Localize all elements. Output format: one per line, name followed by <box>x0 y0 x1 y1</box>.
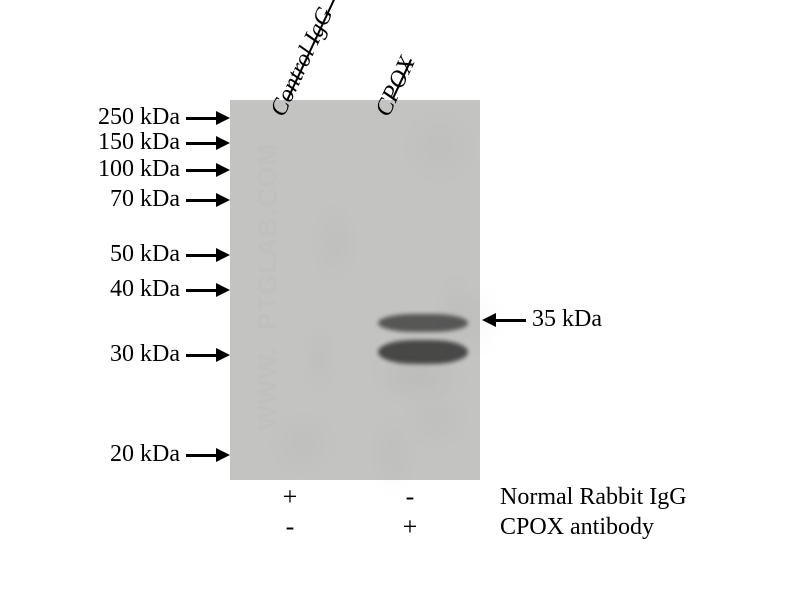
target-label: 35 kDa <box>532 306 602 333</box>
watermark-text: .COM <box>252 143 283 215</box>
antibody-table-cell: + <box>395 512 425 542</box>
target-arrow-stem <box>496 319 526 322</box>
membrane-noise <box>398 385 473 452</box>
marker-label: 150 kDa <box>98 129 180 156</box>
marker-arrow-stem <box>186 199 216 202</box>
antibody-table-cell: - <box>275 512 305 542</box>
marker-label: 100 kDa <box>98 156 180 183</box>
blot-band <box>378 314 468 332</box>
antibody-table-label: Normal Rabbit IgG <box>500 484 687 511</box>
marker-arrow-head <box>216 163 230 177</box>
marker-arrow-head <box>216 248 230 262</box>
membrane-noise <box>299 320 341 398</box>
marker-arrow-stem <box>186 142 216 145</box>
marker-label: 50 kDa <box>110 241 180 268</box>
target-arrow-head <box>482 313 496 327</box>
marker-arrow-head <box>216 348 230 362</box>
marker-arrow-head <box>216 448 230 462</box>
membrane-noise <box>308 198 360 288</box>
marker-arrow-head <box>216 283 230 297</box>
marker-arrow-stem <box>186 117 216 120</box>
antibody-table-cell: - <box>395 482 425 512</box>
marker-label: 250 kDa <box>98 104 180 131</box>
marker-arrow-head <box>216 111 230 125</box>
marker-arrow-head <box>216 136 230 150</box>
watermark-text: WWW. <box>252 347 283 430</box>
marker-label: 70 kDa <box>110 186 180 213</box>
antibody-table-cell: + <box>275 482 305 512</box>
membrane-noise <box>397 105 482 189</box>
marker-arrow-stem <box>186 289 216 292</box>
marker-arrow-stem <box>186 454 216 457</box>
marker-arrow-stem <box>186 354 216 357</box>
antibody-table-label: CPOX antibody <box>500 514 654 541</box>
blot-band <box>378 340 468 364</box>
marker-label: 40 kDa <box>110 276 180 303</box>
marker-label: 20 kDa <box>110 441 180 468</box>
marker-label: 30 kDa <box>110 341 180 368</box>
marker-arrow-stem <box>186 169 216 172</box>
marker-arrow-stem <box>186 254 216 257</box>
watermark-text: PTGLAB <box>252 217 283 330</box>
marker-arrow-head <box>216 193 230 207</box>
